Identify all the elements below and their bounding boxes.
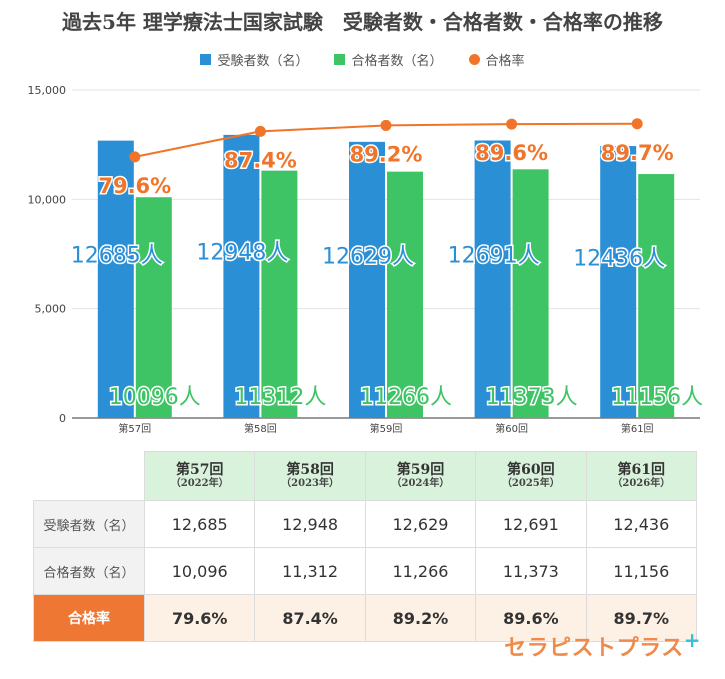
brand-logo: セラピストプラス+	[504, 628, 701, 662]
table-col-57: 第57回 （2022年）	[143, 451, 256, 501]
table-col-59: 第59回 （2024年）	[364, 451, 477, 501]
point-pass-rate	[506, 118, 518, 130]
x-tick-label: 第58回	[244, 422, 277, 435]
chart-title: 過去5年 理学療法士国家試験 受験者数・合格者数・合格率の推移	[62, 10, 663, 34]
row-label: 受験者数（名）	[33, 500, 145, 548]
col-year: （2026年）	[612, 478, 671, 490]
col-title: 第58回	[286, 462, 334, 479]
col-year: （2022年）	[170, 478, 229, 490]
x-tick-label: 第60回	[495, 422, 528, 435]
col-title: 第60回	[507, 462, 555, 479]
bar-passers	[387, 171, 423, 418]
legend-swatch-passers	[334, 54, 346, 65]
chart-legend: 受験者数（名） 合格者数（名） 合格率	[0, 50, 725, 69]
table-cell: 11,312	[254, 547, 366, 595]
bar-examinees	[97, 140, 134, 418]
data-table: 第57回 （2022年） 第58回 （2023年） 第59回 （2024年） 第60回…	[33, 451, 698, 642]
bar-passers	[261, 170, 298, 418]
data-label-examinees: 12629人	[322, 244, 414, 269]
data-label-passers: 11312人	[234, 385, 326, 410]
point-pass-rate	[254, 125, 266, 137]
col-title: 第59回	[396, 462, 445, 479]
x-tick-label: 第57回	[118, 422, 151, 435]
data-label-passers: 11156人	[611, 385, 703, 410]
row-label: 合格者数（名）	[33, 547, 145, 595]
table-cell: 89.7%	[585, 594, 698, 642]
col-title: 第57回	[175, 462, 224, 479]
data-label-examinees: 12436人	[573, 247, 665, 272]
col-year: （2024年）	[391, 478, 450, 490]
legend-item-pass-rate: 合格率	[468, 50, 525, 69]
point-pass-rate	[631, 118, 643, 130]
y-tick-label: 10,000	[28, 193, 67, 206]
data-label-pass-rate: 89.7%	[601, 141, 674, 165]
point-pass-rate	[129, 151, 141, 163]
x-tick-label: 第61回	[621, 422, 654, 435]
brand-text: セラピストプラス	[504, 636, 684, 661]
bar-examinees	[349, 141, 385, 418]
data-label-examinees: 12685人	[71, 244, 163, 269]
table-cell: 11,373	[475, 547, 587, 595]
table-cell: 89.2%	[364, 594, 477, 642]
legend-item-examinees: 受験者数（名）	[200, 50, 308, 69]
x-tick-label: 第59回	[370, 422, 403, 435]
data-label-pass-rate: 89.2%	[350, 142, 423, 166]
legend-label-examinees: 受験者数（名）	[217, 54, 309, 69]
bar-examinees	[223, 134, 260, 418]
data-label-examinees: 12691人	[448, 244, 540, 269]
table-col-58: 第58回 （2023年）	[254, 451, 366, 501]
bar-passers	[135, 197, 172, 418]
bar-passers	[638, 174, 675, 418]
brand-plus: +	[683, 628, 701, 652]
table-row-passers: 合格者数（名） 10,096 11,312 11,266 11,373 11,1…	[33, 547, 698, 595]
data-label-pass-rate: 89.6%	[475, 141, 548, 165]
y-tick-label: 15,000	[28, 84, 67, 97]
table-col-60: 第60回 （2025年）	[475, 451, 587, 501]
table-cell: 87.4%	[254, 594, 366, 642]
table-cell: 12,948	[254, 500, 366, 548]
bar-examinees	[600, 146, 637, 418]
legend-swatch-pass-rate	[468, 54, 480, 65]
point-pass-rate	[380, 119, 392, 131]
col-year: （2025年）	[501, 478, 560, 490]
col-title: 第61回	[617, 462, 666, 479]
data-label-pass-rate: 87.4%	[224, 148, 297, 172]
data-label-examinees: 12948人	[196, 240, 288, 265]
table-cell: 12,436	[585, 500, 698, 548]
data-label-passers: 11373人	[486, 385, 578, 410]
table-col-61: 第61回 （2026年）	[585, 451, 698, 501]
table-header-row: 第57回 （2022年） 第58回 （2023年） 第59回 （2024年） 第60回…	[33, 451, 698, 501]
table-cell: 12,685	[143, 500, 256, 548]
table-cell: 10,096	[143, 547, 256, 595]
bar-passers	[512, 169, 549, 418]
data-label-passers: 10096人	[109, 385, 201, 410]
legend-item-passers: 合格者数（名）	[334, 50, 443, 69]
table-row-pass-rate: 合格率 79.6% 87.4% 89.2% 89.6% 89.7%	[33, 594, 698, 642]
table-cell: 12,691	[475, 500, 587, 548]
bar-examinees	[474, 140, 511, 418]
y-tick-label: 0	[59, 412, 66, 425]
legend-label-pass-rate: 合格率	[485, 54, 525, 69]
table-row-examinees: 受験者数（名） 12,685 12,948 12,629 12,691 12,4…	[33, 500, 698, 548]
col-year: （2023年）	[281, 478, 339, 490]
table-cell: 11,156	[585, 547, 698, 595]
table-cell: 12,629	[364, 500, 477, 548]
data-label-pass-rate: 79.6%	[98, 174, 171, 198]
legend-label-passers: 合格者数（名）	[351, 54, 443, 69]
y-tick-label: 5,000	[35, 303, 67, 316]
table-cell: 79.6%	[143, 594, 256, 642]
row-label: 合格率	[33, 594, 145, 642]
legend-swatch-examinees	[200, 54, 212, 65]
table-cell: 11,266	[364, 547, 477, 595]
table-corner	[33, 451, 145, 501]
data-label-passers: 11266人	[360, 385, 452, 410]
